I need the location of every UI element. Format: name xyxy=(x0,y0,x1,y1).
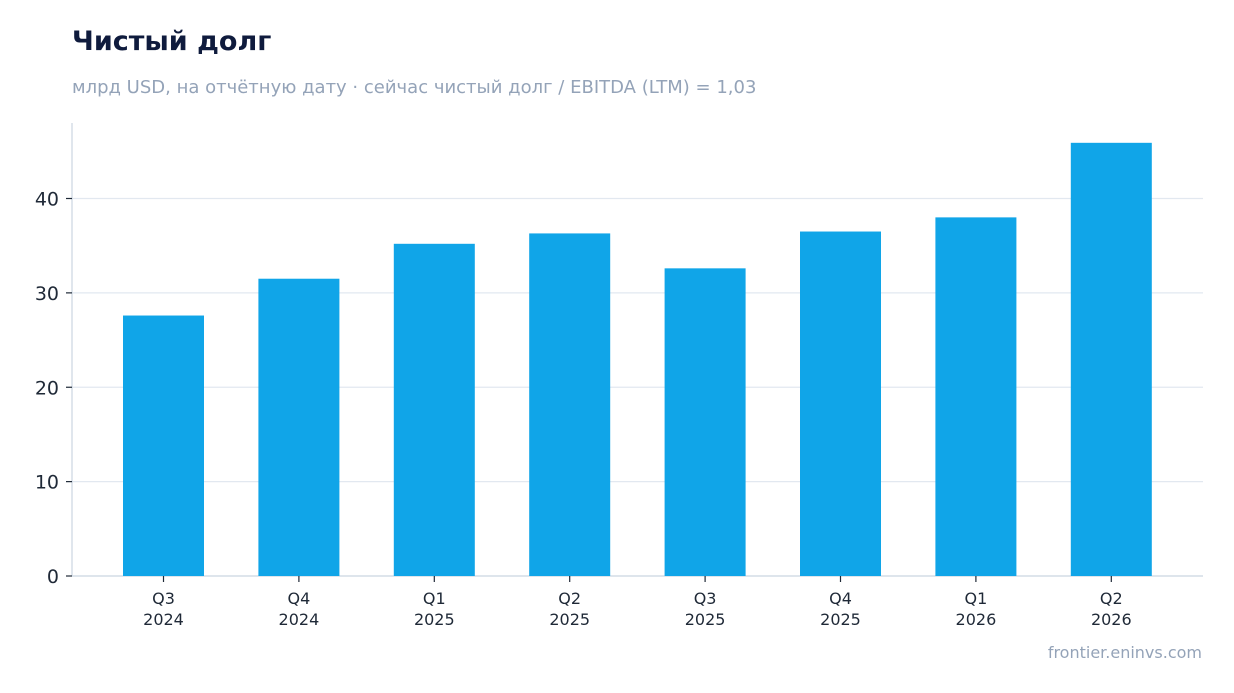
bar xyxy=(393,243,475,577)
x-tick: Q2 2026 xyxy=(1091,576,1132,629)
x-tick-label: Q3 xyxy=(152,589,175,608)
y-ticks: 0 10 20 30 40 xyxy=(35,189,72,588)
x-tick-label: 2025 xyxy=(685,610,726,629)
grid-lines xyxy=(72,197,1203,483)
x-tick: Q4 2024 xyxy=(279,576,320,629)
x-tick-label: Q4 xyxy=(288,589,311,608)
x-tick-label: Q1 xyxy=(423,589,446,608)
source-label: frontier.eninvs.com xyxy=(1047,643,1202,662)
x-tick: Q3 2024 xyxy=(143,576,184,629)
x-tick-label: Q2 xyxy=(1100,589,1123,608)
x-tick-label: Q1 xyxy=(965,589,988,608)
chart-subtitle: млрд USD, на отчётную дату · сейчас чист… xyxy=(72,77,757,98)
y-tick: 30 xyxy=(35,283,72,305)
x-tick-label: Q3 xyxy=(694,589,717,608)
bar xyxy=(800,231,881,576)
x-tick: Q1 2025 xyxy=(414,576,455,629)
x-tick-label: Q2 xyxy=(558,589,581,608)
y-tick-label: 30 xyxy=(35,283,59,305)
bar xyxy=(529,233,611,576)
x-tick-label: 2024 xyxy=(143,610,184,629)
x-tick-label: 2025 xyxy=(414,610,455,629)
y-tick-label: 40 xyxy=(35,189,59,211)
x-tick-label: 2026 xyxy=(1091,610,1132,629)
x-tick-label: 2026 xyxy=(956,610,997,629)
x-tick: Q4 2025 xyxy=(820,576,861,629)
y-tick: 40 xyxy=(35,189,72,211)
bar xyxy=(664,268,746,576)
bar xyxy=(258,278,340,576)
x-tick: Q2 2025 xyxy=(549,576,590,629)
bar xyxy=(935,217,1017,576)
x-tick: Q3 2025 xyxy=(685,576,726,629)
bar xyxy=(123,315,204,576)
chart-title: Чистый долг xyxy=(72,26,272,57)
y-tick: 10 xyxy=(35,472,72,494)
x-ticks: Q3 2024 Q4 2024 Q1 2025 Q2 2025 Q3 2025 Q4 2025 Q1 20… xyxy=(143,576,1132,629)
y-tick-label: 20 xyxy=(35,377,59,399)
x-tick-label: Q4 xyxy=(829,589,852,608)
y-tick-label: 10 xyxy=(35,472,59,494)
x-tick-label: 2025 xyxy=(549,610,590,629)
y-tick: 20 xyxy=(35,377,72,399)
y-tick: 0 xyxy=(47,566,72,588)
y-tick-label: 0 xyxy=(47,566,59,588)
x-tick: Q1 2026 xyxy=(956,576,997,629)
x-tick-label: 2025 xyxy=(820,610,861,629)
bar xyxy=(1070,142,1152,576)
bars xyxy=(123,142,1152,577)
x-tick-label: 2024 xyxy=(279,610,320,629)
